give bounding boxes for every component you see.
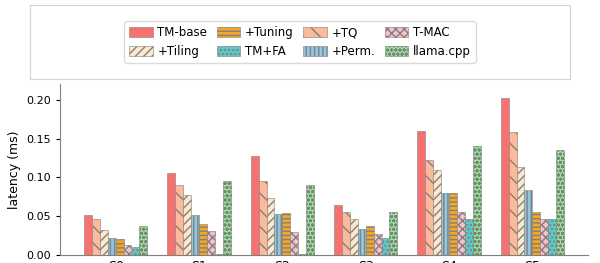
- Bar: [298, 254, 306, 255]
- FancyBboxPatch shape: [30, 5, 570, 79]
- Bar: [365, 226, 374, 255]
- Bar: [342, 213, 350, 255]
- Bar: [223, 181, 230, 255]
- Bar: [358, 229, 365, 255]
- Bar: [191, 215, 199, 255]
- Bar: [465, 219, 473, 255]
- Bar: [290, 232, 298, 255]
- Bar: [532, 212, 540, 255]
- Bar: [175, 185, 183, 255]
- Bar: [425, 160, 433, 255]
- Bar: [183, 195, 191, 255]
- Bar: [167, 173, 175, 255]
- Bar: [556, 150, 564, 255]
- Legend: TM-base, +Tiling, +Tuning, TM+FA, +TQ, +Perm., T-MAC, llama.cpp: TM-base, +Tiling, +Tuning, TM+FA, +TQ, +…: [124, 21, 476, 63]
- Bar: [433, 170, 441, 255]
- Y-axis label: latency (ms): latency (ms): [8, 130, 20, 209]
- Bar: [350, 219, 358, 255]
- Bar: [334, 205, 342, 255]
- Bar: [306, 185, 314, 255]
- Bar: [199, 224, 207, 255]
- Bar: [374, 234, 382, 255]
- Bar: [473, 146, 481, 255]
- Bar: [274, 214, 283, 255]
- Bar: [131, 247, 139, 255]
- Bar: [540, 219, 548, 255]
- Bar: [92, 219, 100, 255]
- Bar: [251, 156, 259, 255]
- Bar: [259, 181, 266, 255]
- Bar: [517, 166, 524, 255]
- Bar: [449, 193, 457, 255]
- Bar: [108, 238, 116, 255]
- Bar: [100, 230, 108, 255]
- Bar: [509, 132, 517, 255]
- Bar: [382, 238, 389, 255]
- Bar: [389, 212, 397, 255]
- Bar: [524, 190, 532, 255]
- Bar: [500, 98, 509, 255]
- Bar: [266, 198, 274, 255]
- Bar: [418, 131, 425, 255]
- Bar: [548, 219, 556, 255]
- Bar: [84, 215, 92, 255]
- Bar: [215, 254, 223, 255]
- Bar: [116, 239, 124, 255]
- Bar: [283, 213, 290, 255]
- Bar: [457, 212, 465, 255]
- Bar: [124, 245, 131, 255]
- Bar: [139, 226, 148, 255]
- Bar: [207, 231, 215, 255]
- Bar: [441, 193, 449, 255]
